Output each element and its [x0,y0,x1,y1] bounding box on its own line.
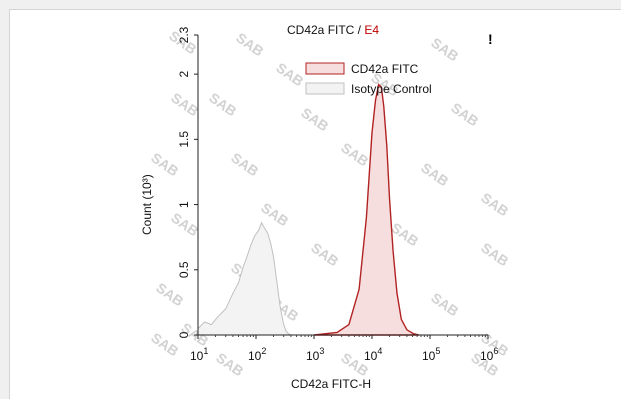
watermark-text: SAB [308,239,341,269]
series-isotype-control-area [197,221,292,336]
watermark-text: SAB [418,159,451,189]
watermark-text: SAB [478,189,511,219]
y-axis-label: Count (10³) [140,174,154,235]
watermark-text: SAB [168,209,201,239]
watermark-text: SAB [213,349,246,379]
x-tick-label: 102 [248,346,266,363]
y-tick-label: 1.5 [177,131,191,148]
x-tick-label: 103 [306,346,324,363]
watermark-text: SAB [206,89,239,119]
legend: CD42a FITC Isotype Control [305,62,432,96]
x-tick-label: 105 [422,346,440,363]
legend-label-isotype-control: Isotype Control [351,82,432,96]
y-tick-label: 0 [177,331,191,338]
watermark-text: SAB [428,34,461,64]
series-cd42a-fitc-area [313,83,420,336]
watermark-text: SAB [338,139,371,169]
series-layer [197,83,420,336]
x-tick-label: 104 [364,346,382,363]
legend-label-cd42a-fitc: CD42a FITC [351,62,419,76]
watermark-text: SAB [153,279,186,309]
x-tick-label: 106 [480,346,498,363]
watermark-text: SAB [298,104,331,134]
watermark-text: SAB [428,289,461,319]
watermark-text: SAB [448,99,481,129]
corner-mark: ! [488,31,493,47]
y-ticks: 0 0.5 1 1.5 2 2.3 [177,26,198,338]
chart-title-main: CD42a FITC / [287,23,364,37]
y-tick-label: 1 [177,201,191,208]
y-tick-label: 0.5 [177,261,191,278]
legend-swatch-isotype-control [305,82,345,95]
watermark-text: SAB [273,59,306,89]
x-tick-label: 101 [190,346,208,363]
legend-swatch-cd42a-fitc [305,62,345,75]
watermark-text: SAB [478,239,511,269]
watermark-text: SAB [228,149,261,179]
y-tick-label: 2 [177,70,191,77]
chart-panel: SAB SAB SAB SAB SAB SAB SAB SAB SAB SAB SAB SAB SAB S… [9,9,621,399]
y-tick-label: 2.3 [177,26,191,43]
x-ticks: 101 102 103 104 105 106 [190,335,498,363]
axes [197,35,488,336]
chart-title: CD42a FITC / E4 [287,23,379,37]
x-axis-label: CD42a FITC-H [291,377,371,391]
watermark-text: SAB [168,89,201,119]
chart-title-gate: E4 [364,23,379,37]
watermark-text: SAB [233,29,266,59]
